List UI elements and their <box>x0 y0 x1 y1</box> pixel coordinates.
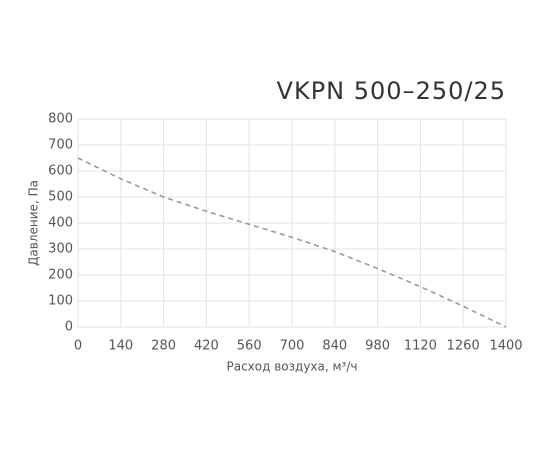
y-tick-label: 0 <box>65 320 73 335</box>
chart-title: VKPN 500–250/25 <box>277 77 506 105</box>
x-tick-label: 1120 <box>404 339 437 354</box>
y-tick-label: 500 <box>48 190 73 205</box>
x-axis-label: Расход воздуха, м³/ч <box>226 360 357 374</box>
x-tick-label: 420 <box>194 339 219 354</box>
x-tick-label: 840 <box>322 339 347 354</box>
x-tick-label: 1400 <box>489 339 522 354</box>
y-tick-label: 300 <box>48 242 73 257</box>
line <box>77 157 507 328</box>
y-tick-label: 600 <box>48 164 73 179</box>
x-tick-label: 700 <box>280 339 305 354</box>
x-tick-label: 0 <box>74 339 82 354</box>
y-tick-label: 200 <box>48 268 73 283</box>
y-tick-label: 400 <box>48 216 73 231</box>
y-tick-label: 700 <box>48 138 73 153</box>
x-tick-label: 280 <box>151 339 176 354</box>
x-tick-label: 980 <box>365 339 390 354</box>
y-tick-label: 100 <box>48 294 73 309</box>
x-tick-label: 560 <box>237 339 262 354</box>
y-axis-label: Давление, Па <box>27 180 41 266</box>
x-tick-label: 1260 <box>447 339 480 354</box>
x-tick-label: 140 <box>108 339 133 354</box>
y-tick-label: 800 <box>48 112 73 127</box>
